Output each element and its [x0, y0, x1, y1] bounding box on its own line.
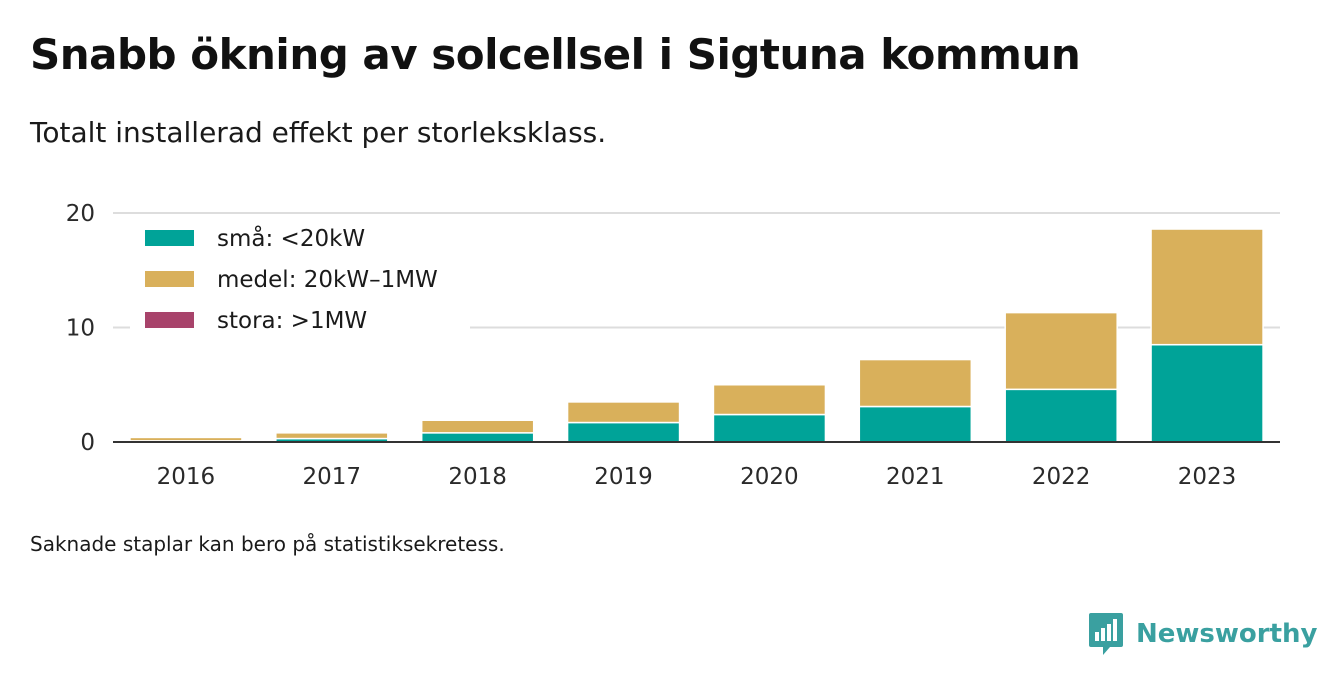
x-tick-label: 2022 [1032, 464, 1091, 490]
x-tick-label: 2016 [157, 464, 216, 490]
bar-segment [1150, 343, 1264, 443]
bar-segment [1004, 311, 1118, 391]
legend-label: medel: 20kW–1MW [217, 267, 438, 293]
bar-segment [1150, 228, 1264, 346]
brand-logo: Newsworthy [1088, 612, 1317, 656]
legend-label: stora: >1MW [217, 308, 367, 334]
bar-segment [712, 413, 827, 443]
chart-subtitle: Totalt installerad effekt per storlekskl… [30, 116, 607, 149]
brand-name: Newsworthy [1136, 619, 1318, 649]
bar-segment [566, 401, 681, 424]
bar-segment [858, 405, 973, 443]
bar-segment [712, 384, 827, 416]
chart-title: Snabb ökning av solcellsel i Sigtuna kom… [30, 30, 1081, 79]
x-tick-label: 2020 [740, 464, 799, 490]
x-tick-label: 2019 [594, 464, 653, 490]
bar-segment [420, 432, 535, 443]
newsworthy-logo-icon [1089, 613, 1123, 655]
legend-swatch [145, 312, 194, 328]
footnote: Saknade staplar kan bero på statistiksek… [30, 532, 505, 556]
stacked-bar-chart: 0 10 20 2016 2017 2018 2019 2020 2021 2022 2023 små… [66, 201, 1280, 490]
bar-segment [275, 432, 389, 440]
x-tick-label: 2023 [1178, 464, 1237, 490]
bar-segment [129, 436, 243, 442]
x-tick-label: 2017 [303, 464, 362, 490]
x-tick-label: 2018 [448, 464, 507, 490]
bar-segment [1004, 388, 1118, 443]
x-tick-label: 2021 [886, 464, 945, 490]
bar-segment [858, 358, 973, 408]
y-tick-label: 0 [80, 430, 95, 456]
y-tick-label: 20 [66, 201, 95, 227]
bar-segment [420, 419, 535, 434]
legend-label: små: <20kW [217, 224, 365, 252]
y-tick-label: 10 [66, 316, 95, 342]
legend-swatch [145, 271, 194, 287]
legend-swatch [145, 230, 194, 246]
bar-segment [566, 421, 681, 443]
